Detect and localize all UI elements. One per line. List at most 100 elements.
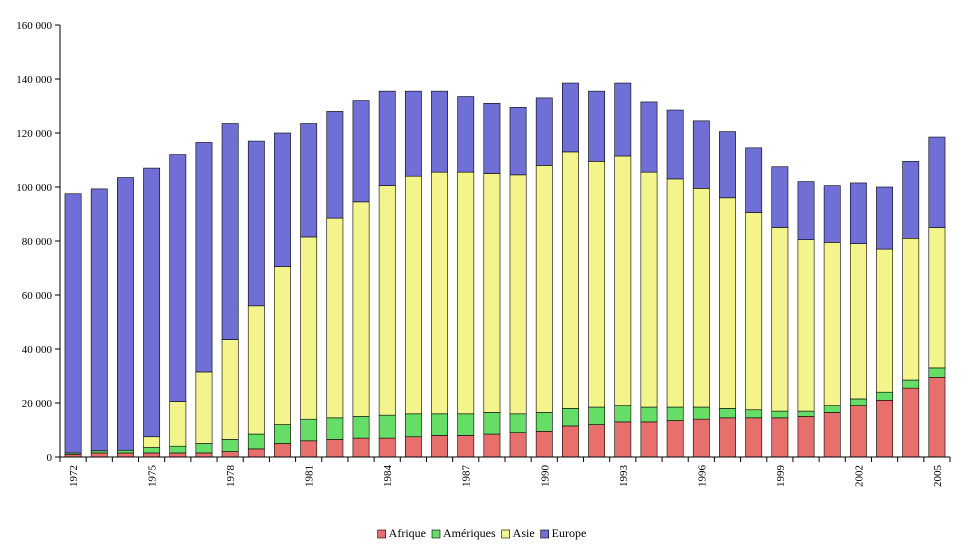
bar-segment-afrique-1982 <box>326 439 344 458</box>
bar-segment-amriques-2005 <box>928 367 946 378</box>
bar-segment-amriques-1984 <box>378 414 396 439</box>
x-tick-label: 1987 <box>461 465 473 488</box>
bar-segment-amriques-1997 <box>719 408 736 419</box>
bar-segment-amriques-1976 <box>169 445 187 454</box>
bar-segment-amriques-1994 <box>640 406 658 423</box>
y-tick-label: 140 000 <box>16 74 52 86</box>
bar-segment-asie-2005 <box>928 227 946 369</box>
bar-segment-amriques-1981 <box>300 418 318 442</box>
y-tick-label: 0 <box>47 452 53 464</box>
bar-segment-europe-1981 <box>300 123 318 238</box>
legend: Afrique Amériques Asie Europe <box>377 526 587 540</box>
bar-segment-amriques-1977 <box>195 443 213 454</box>
bar-segment-asie-1998 <box>745 212 763 411</box>
x-tick-label: 1981 <box>304 465 316 487</box>
legend-item: Amériques <box>431 526 496 540</box>
bar-segment-afrique-1999 <box>771 417 789 458</box>
bar-segment-asie-1982 <box>326 217 344 419</box>
bar-segment-asie-1981 <box>300 236 318 420</box>
y-tick-label: 100 000 <box>16 182 52 194</box>
x-tick-label: 1975 <box>147 465 159 488</box>
bar-segment-amriques-1995 <box>666 406 684 421</box>
bar-segment-europe-1972 <box>64 193 82 454</box>
bar-segment-europe-1991 <box>562 82 579 153</box>
bar-segment-afrique-1974 <box>117 452 134 458</box>
bar-segment-amriques-1980 <box>274 424 291 444</box>
bar-segment-afrique-2000 <box>797 416 815 458</box>
bar-segment-asie-1993 <box>614 155 632 406</box>
legend-item: Asie <box>501 526 535 540</box>
bar-segment-afrique-1994 <box>640 421 658 458</box>
legend-label: Asie <box>513 526 535 540</box>
bar-segment-europe-1995 <box>666 109 684 180</box>
bar-segment-afrique-1992 <box>588 424 606 458</box>
bar-segment-europe-1984 <box>378 90 396 186</box>
bar-segment-afrique-1995 <box>666 420 684 458</box>
legend-label: Europe <box>552 526 587 540</box>
legend-item: Europe <box>540 526 587 540</box>
x-tick-label: 2005 <box>932 465 944 488</box>
bar-segment-asie-1984 <box>378 185 396 416</box>
bar-segment-afrique-1981 <box>300 440 318 458</box>
bar-segment-afrique-2003 <box>876 399 893 458</box>
bar-segment-amriques-1998 <box>745 409 763 419</box>
bar-segment-amriques-1978 <box>221 439 239 452</box>
bar-segment-europe-1977 <box>195 142 213 373</box>
y-tick-label: 20 000 <box>22 398 53 410</box>
bar-segment-europe-1994 <box>640 101 658 173</box>
bar-segment-amriques-1985 <box>404 413 422 438</box>
bar-segment-europe-1990 <box>535 97 553 166</box>
bar-segment-europe-1992 <box>588 90 606 162</box>
bar-segment-afrique-1977 <box>195 452 213 458</box>
bar-segment-asie-1980 <box>274 266 291 425</box>
bar-segment-amriques-1986 <box>431 413 448 436</box>
x-tick-label: 2002 <box>853 465 865 487</box>
bar-segment-afrique-1997 <box>719 417 736 458</box>
bar-segment-asie-2004 <box>902 238 920 381</box>
bar-segment-europe-1993 <box>614 82 632 157</box>
bar-segment-asie-1987 <box>457 171 475 415</box>
bar-segment-amriques-2000 <box>797 410 815 417</box>
bar-segment-afrique-1983 <box>352 437 370 458</box>
bar-segment-amriques-2004 <box>902 379 920 389</box>
bar-segment-afrique-1989 <box>509 432 527 458</box>
bar-segment-europe-2005 <box>928 136 946 228</box>
bar-segment-afrique-1979 <box>247 448 265 458</box>
bar-segment-afrique-1987 <box>457 435 475 458</box>
bar-segment-asie-2000 <box>797 239 815 412</box>
bar-segment-afrique-1976 <box>169 452 187 458</box>
bar-segment-europe-1973 <box>90 188 108 452</box>
bar-segment-amriques-1991 <box>562 408 579 427</box>
bar-segment-europe-1986 <box>431 90 448 173</box>
bar-segment-amriques-1975 <box>143 447 161 454</box>
y-tick-label: 120 000 <box>16 128 52 140</box>
y-tick-label: 80 000 <box>22 236 53 248</box>
bar-segment-amriques-2001 <box>823 405 841 413</box>
bar-segment-asie-1976 <box>169 401 187 447</box>
bar-segment-afrique-2005 <box>928 377 946 458</box>
bar-segment-afrique-1978 <box>221 451 239 458</box>
bar-segment-amriques-2002 <box>849 398 867 407</box>
bar-segment-europe-1976 <box>169 154 187 402</box>
bar-segment-asie-2002 <box>849 243 867 400</box>
bar-segment-amriques-1987 <box>457 413 475 436</box>
legend-swatch <box>431 529 441 539</box>
bar-segment-afrique-1990 <box>535 431 553 458</box>
bar-segment-europe-1975 <box>143 167 161 438</box>
x-tick-label: 1993 <box>618 465 630 488</box>
bar-segment-asie-1979 <box>247 305 265 435</box>
bar-segment-europe-1987 <box>457 96 475 173</box>
bar-segment-amriques-1999 <box>771 410 789 419</box>
x-tick-label: 1996 <box>696 465 708 488</box>
legend-label: Amériques <box>443 526 496 540</box>
bar-segment-europe-2000 <box>797 181 815 240</box>
bar-segment-europe-1979 <box>247 140 265 307</box>
bar-segment-europe-1982 <box>326 111 344 219</box>
bar-segment-afrique-1980 <box>274 443 291 458</box>
legend-swatch <box>540 529 549 539</box>
bar-segment-europe-1998 <box>745 147 763 213</box>
bar-segment-europe-2002 <box>849 182 867 244</box>
bar-segment-amriques-2003 <box>876 391 893 401</box>
x-tick-label: 1978 <box>225 465 237 488</box>
